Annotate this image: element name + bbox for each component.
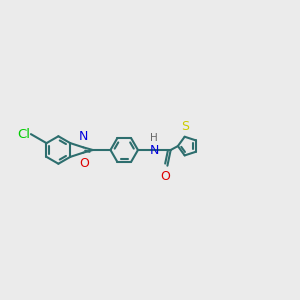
Text: H: H bbox=[150, 133, 158, 143]
Text: S: S bbox=[181, 120, 189, 133]
Text: O: O bbox=[79, 157, 89, 170]
Text: N: N bbox=[79, 130, 88, 143]
Text: Cl: Cl bbox=[17, 128, 30, 141]
Text: N: N bbox=[150, 143, 159, 157]
Text: O: O bbox=[160, 169, 170, 183]
